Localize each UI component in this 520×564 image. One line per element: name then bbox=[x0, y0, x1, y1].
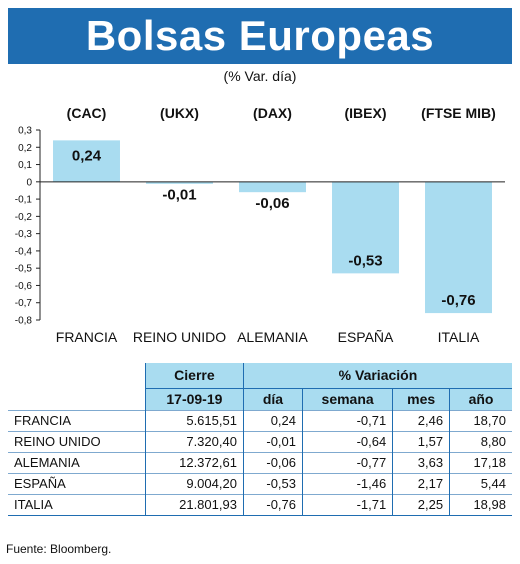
table-row: ESPAÑA 9.004,20 -0,53 -1,46 2,17 5,44 bbox=[8, 472, 512, 494]
category-label: ESPAÑA bbox=[338, 329, 394, 345]
row-semana: -0,64 bbox=[301, 430, 393, 452]
row-cierre: 12.372,61 bbox=[144, 451, 244, 473]
index-code-label: (DAX) bbox=[253, 105, 292, 121]
row-mes: 2,17 bbox=[392, 472, 450, 494]
bar bbox=[425, 181, 492, 314]
row-dia: -0,01 bbox=[242, 430, 303, 452]
row-cierre: 9.004,20 bbox=[144, 472, 244, 494]
page-title: Bolsas Europeas bbox=[85, 12, 435, 59]
header-mes: mes bbox=[392, 387, 450, 410]
bar-value-label: -0,06 bbox=[255, 195, 289, 212]
row-mes: 2,46 bbox=[392, 409, 450, 431]
y-tick-label: -0,4 bbox=[15, 246, 33, 257]
y-tick-label: -0,7 bbox=[15, 298, 33, 309]
y-tick-label: -0,3 bbox=[15, 229, 33, 240]
row-dia: 0,24 bbox=[242, 409, 303, 431]
row-semana: -0,71 bbox=[301, 409, 393, 431]
index-code-label: (FTSE MIB) bbox=[421, 105, 496, 121]
index-code-label: (IBEX) bbox=[345, 105, 387, 121]
source-note: Fuente: Bloomberg. bbox=[6, 542, 112, 556]
row-dia: -0,76 bbox=[242, 493, 303, 516]
y-tick-label: 0,1 bbox=[18, 160, 32, 171]
y-tick-label: -0,8 bbox=[15, 316, 33, 327]
header-variacion: % Variación bbox=[242, 363, 512, 388]
bar-value-label: -0,01 bbox=[162, 187, 196, 204]
bar bbox=[53, 140, 120, 182]
title-banner: Bolsas Europeas bbox=[8, 8, 512, 64]
bar-value-label: 0,24 bbox=[72, 147, 102, 164]
bar-value-label: -0,76 bbox=[441, 292, 475, 309]
row-cierre: 7.320,40 bbox=[144, 430, 244, 452]
row-name: FRANCIA bbox=[8, 409, 146, 431]
row-anio: 18,98 bbox=[449, 493, 512, 516]
table-row: REINO UNIDO 7.320,40 -0,01 -0,64 1,57 8,… bbox=[8, 430, 512, 452]
y-tick-label: -0,6 bbox=[15, 281, 33, 292]
header-dia: día bbox=[242, 387, 303, 410]
row-mes: 3,63 bbox=[392, 451, 450, 473]
index-code-label: (UKX) bbox=[160, 105, 199, 121]
bar-value-label: -0,53 bbox=[348, 252, 382, 269]
header-semana: semana bbox=[301, 387, 393, 410]
header-cierre: Cierre bbox=[144, 363, 244, 388]
category-label: ALEMANIA bbox=[237, 329, 308, 345]
bar bbox=[146, 181, 213, 184]
bar bbox=[239, 181, 306, 193]
header-anio: año bbox=[449, 387, 512, 410]
y-tick-label: -0,1 bbox=[15, 195, 33, 206]
row-mes: 1,57 bbox=[392, 430, 450, 452]
table-row: FRANCIA 5.615,51 0,24 -0,71 2,46 18,70 bbox=[8, 409, 512, 431]
category-label: REINO UNIDO bbox=[133, 329, 226, 345]
row-anio: 5,44 bbox=[449, 472, 512, 494]
category-label: ITALIA bbox=[438, 329, 480, 345]
index-code-label: (CAC) bbox=[67, 105, 107, 121]
y-tick-label: -0,2 bbox=[15, 212, 33, 223]
row-name: ITALIA bbox=[8, 493, 146, 516]
category-label: FRANCIA bbox=[56, 329, 118, 345]
row-anio: 17,18 bbox=[449, 451, 512, 473]
chart-subtitle: (% Var. día) bbox=[223, 68, 297, 84]
y-tick-label: 0 bbox=[26, 177, 32, 188]
y-tick-label: 0,2 bbox=[18, 143, 32, 154]
row-cierre: 21.801,93 bbox=[144, 493, 244, 516]
row-semana: -1,46 bbox=[301, 472, 393, 494]
table-corner bbox=[8, 363, 146, 388]
row-semana: -0,77 bbox=[301, 451, 393, 473]
row-mes: 2,25 bbox=[392, 493, 450, 516]
row-anio: 8,80 bbox=[449, 430, 512, 452]
row-name: ALEMANIA bbox=[8, 451, 146, 473]
y-tick-label: 0,3 bbox=[18, 126, 32, 137]
header-date: 17-09-19 bbox=[144, 387, 244, 410]
row-semana: -1,71 bbox=[301, 493, 393, 516]
bar-chart: 0,3 0,2 0,1 0 -0,1 -0,2 -0,3 -0,4 -0,5 -0,6 -0,7 -0… bbox=[15, 105, 505, 345]
bar bbox=[332, 181, 399, 274]
data-table: Cierre % Variación 17-09-19 día semana m… bbox=[8, 363, 512, 516]
row-cierre: 5.615,51 bbox=[144, 409, 244, 431]
row-dia: -0,53 bbox=[242, 472, 303, 494]
row-dia: -0,06 bbox=[242, 451, 303, 473]
table-corner-2 bbox=[8, 388, 146, 410]
y-tick-label: -0,5 bbox=[15, 264, 33, 275]
row-name: REINO UNIDO bbox=[8, 430, 146, 452]
row-name: ESPAÑA bbox=[8, 472, 146, 494]
table-row: ALEMANIA 12.372,61 -0,06 -0,77 3,63 17,1… bbox=[8, 451, 512, 473]
table-row: ITALIA 21.801,93 -0,76 -1,71 2,25 18,98 bbox=[8, 493, 512, 516]
row-anio: 18,70 bbox=[449, 409, 512, 431]
